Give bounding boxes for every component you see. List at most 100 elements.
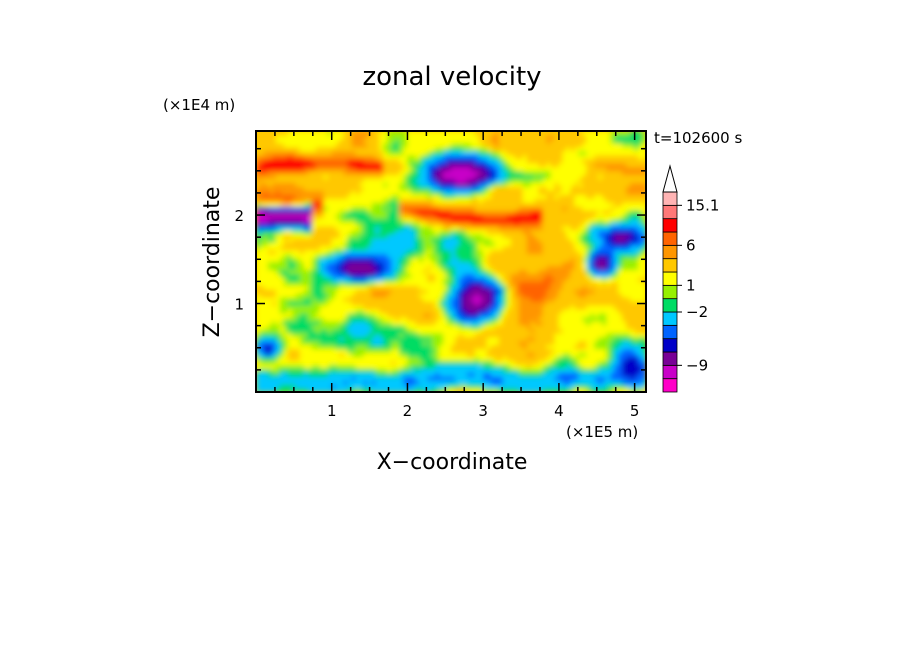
heatmap-cell bbox=[295, 237, 301, 243]
heatmap-cell bbox=[490, 336, 496, 342]
heatmap-cell bbox=[582, 308, 587, 314]
heatmap-cell bbox=[598, 380, 603, 385]
heatmap-cell bbox=[462, 214, 468, 219]
heatmap-cell bbox=[371, 249, 376, 255]
heatmap-cell bbox=[307, 194, 313, 199]
heatmap-cell bbox=[327, 225, 333, 231]
heatmap-cell bbox=[514, 344, 520, 350]
heatmap-cell bbox=[478, 285, 484, 290]
heatmap-cell bbox=[466, 214, 472, 219]
heatmap-cell bbox=[502, 194, 508, 199]
heatmap-cell bbox=[283, 308, 289, 314]
heatmap-cell bbox=[538, 253, 544, 259]
heatmap-cell bbox=[447, 316, 452, 322]
heatmap-cell bbox=[530, 253, 536, 259]
heatmap-cell bbox=[642, 277, 646, 282]
heatmap-cell bbox=[427, 194, 432, 199]
heatmap-cell bbox=[339, 372, 345, 377]
heatmap-cell bbox=[291, 206, 297, 211]
heatmap-cell bbox=[594, 293, 599, 298]
heatmap-cell bbox=[566, 372, 571, 377]
heatmap-cell bbox=[614, 281, 619, 286]
heatmap-cell bbox=[594, 348, 599, 354]
heatmap-cell bbox=[291, 336, 297, 342]
heatmap-cell bbox=[478, 340, 484, 346]
heatmap-cell bbox=[554, 372, 560, 377]
heatmap-cell bbox=[610, 237, 615, 243]
heatmap-cell bbox=[411, 229, 416, 235]
heatmap-cell bbox=[315, 305, 321, 310]
heatmap-cell bbox=[466, 206, 472, 211]
heatmap-cell bbox=[534, 352, 540, 358]
heatmap-cell bbox=[431, 293, 436, 298]
heatmap-cell bbox=[638, 249, 643, 255]
heatmap-cell bbox=[335, 312, 341, 318]
heatmap-cell bbox=[606, 229, 611, 235]
heatmap-cell bbox=[458, 324, 464, 330]
heatmap-cell bbox=[319, 249, 325, 255]
heatmap-cell bbox=[550, 328, 556, 334]
heatmap-cell bbox=[331, 388, 337, 392]
heatmap-cell bbox=[578, 249, 583, 255]
heatmap-cell bbox=[395, 225, 400, 231]
heatmap-cell bbox=[522, 229, 528, 235]
heatmap-cell bbox=[343, 202, 349, 207]
heatmap-cell bbox=[315, 332, 321, 338]
heatmap-cell bbox=[470, 241, 476, 247]
heatmap-cell bbox=[518, 324, 524, 330]
heatmap-cell bbox=[275, 229, 281, 235]
heatmap-cell bbox=[630, 320, 635, 326]
heatmap-cell bbox=[590, 360, 595, 365]
heatmap-cell bbox=[419, 190, 424, 195]
heatmap-cell bbox=[490, 277, 496, 282]
heatmap-cell bbox=[526, 273, 532, 278]
heatmap-cell bbox=[534, 344, 540, 350]
heatmap-cell bbox=[474, 237, 480, 243]
heatmap-cell bbox=[291, 202, 297, 207]
heatmap-cell bbox=[590, 364, 595, 369]
heatmap-cell bbox=[582, 249, 587, 255]
heatmap-cell bbox=[411, 376, 416, 381]
heatmap-cell bbox=[411, 328, 416, 334]
heatmap-cell bbox=[363, 261, 369, 267]
heatmap-cell bbox=[299, 316, 305, 322]
heatmap-cell bbox=[275, 336, 281, 342]
heatmap-cell bbox=[458, 344, 464, 350]
heatmap-cell bbox=[630, 241, 635, 247]
heatmap-cell bbox=[494, 301, 500, 306]
heatmap-cell bbox=[319, 202, 325, 207]
heatmap-cell bbox=[355, 328, 361, 334]
heatmap-cell bbox=[363, 241, 369, 247]
heatmap-cell bbox=[502, 241, 508, 247]
heatmap-cell bbox=[618, 376, 623, 381]
heatmap-cell bbox=[315, 348, 321, 354]
heatmap-cell bbox=[295, 194, 301, 199]
heatmap-cell bbox=[403, 249, 408, 255]
heatmap-cell bbox=[415, 273, 420, 278]
heatmap-cell bbox=[538, 293, 544, 298]
heatmap-cell bbox=[506, 332, 512, 338]
heatmap-cell bbox=[387, 281, 392, 286]
heatmap-cell bbox=[451, 237, 456, 243]
heatmap-cell bbox=[295, 285, 301, 290]
heatmap-cell bbox=[642, 388, 646, 392]
heatmap-cell bbox=[395, 198, 400, 203]
heatmap-cell bbox=[443, 320, 448, 326]
heatmap-cell bbox=[371, 376, 376, 381]
heatmap-cell bbox=[403, 384, 408, 389]
heatmap-cell bbox=[355, 253, 361, 259]
heatmap-cell bbox=[303, 328, 309, 334]
heatmap-cell bbox=[550, 257, 556, 263]
heatmap-cell bbox=[510, 214, 516, 219]
heatmap-cell bbox=[391, 356, 396, 361]
heatmap-cell bbox=[415, 214, 420, 219]
heatmap-cell bbox=[626, 277, 631, 282]
heatmap-cell bbox=[379, 253, 384, 259]
heatmap-cell bbox=[638, 305, 643, 310]
heatmap-cell bbox=[323, 229, 329, 235]
heatmap-cell bbox=[554, 206, 560, 211]
heatmap-cell bbox=[550, 301, 556, 306]
heatmap-cell bbox=[363, 305, 369, 310]
heatmap-cell bbox=[638, 332, 643, 338]
heatmap-cell bbox=[498, 285, 504, 290]
